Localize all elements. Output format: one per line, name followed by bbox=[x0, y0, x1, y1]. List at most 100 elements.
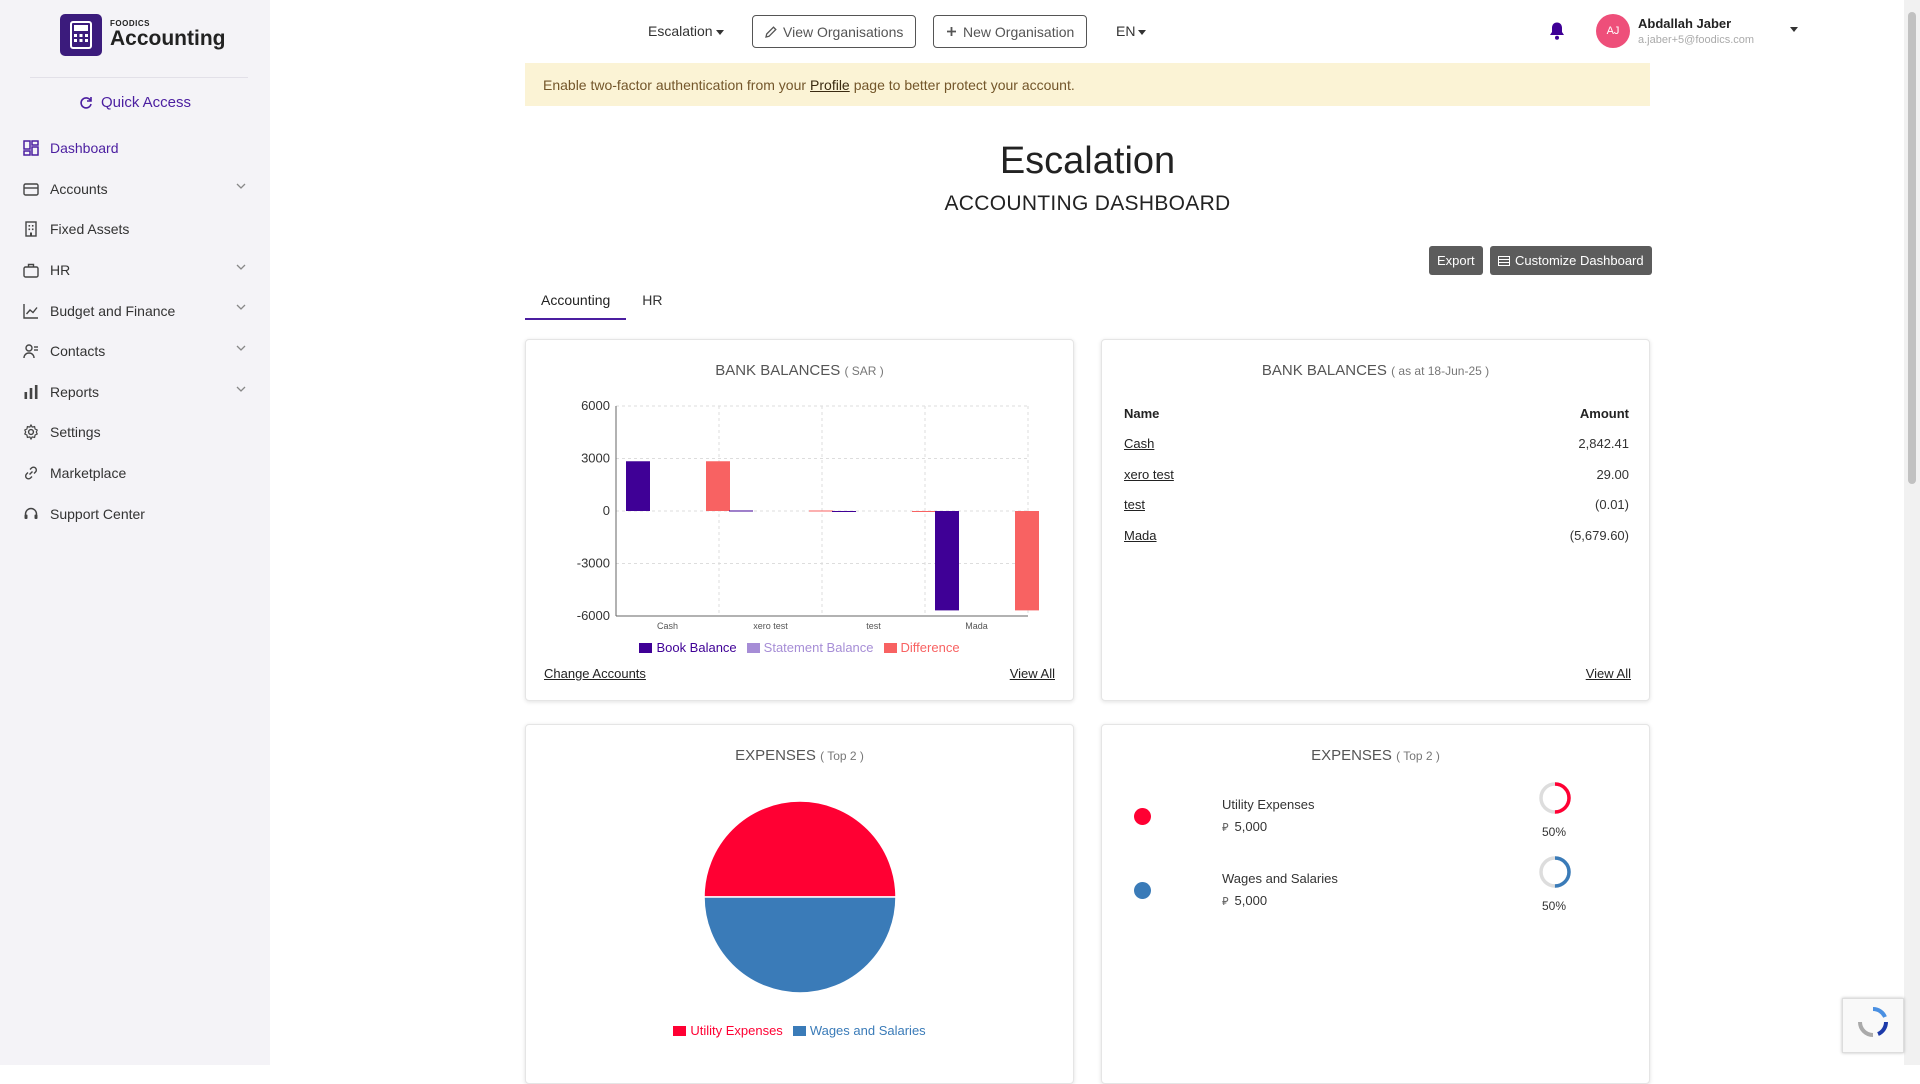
bell-icon[interactable] bbox=[1548, 21, 1566, 46]
briefcase-icon bbox=[22, 261, 40, 279]
sidebar-item-settings[interactable]: Settings bbox=[0, 412, 270, 453]
sidebar-item-accounts[interactable]: Accounts bbox=[0, 169, 270, 210]
sidebar-item-marketplace[interactable]: Marketplace bbox=[0, 453, 270, 494]
expense-name: Utility Expenses bbox=[1222, 797, 1315, 812]
organisation-dropdown-label: Escalation bbox=[648, 23, 713, 39]
expense-amount-value: 5,000 bbox=[1234, 893, 1268, 908]
bar-book-balance bbox=[626, 461, 650, 511]
legend-item-difference[interactable]: Difference bbox=[883, 640, 960, 655]
expense-color-dot bbox=[1134, 882, 1151, 899]
legend-item-wages-and-salaries[interactable]: Wages and Salaries bbox=[792, 1023, 926, 1038]
card-subtitle: ( SAR ) bbox=[844, 364, 884, 378]
profile-link[interactable]: Profile bbox=[810, 76, 850, 93]
line-chart-icon bbox=[22, 302, 40, 320]
page-title: Escalation bbox=[999, 140, 1176, 182]
x-tick-label: test bbox=[866, 621, 881, 631]
quick-access-label: Quick Access bbox=[100, 94, 192, 111]
card-title: BANK BALANCES ( SAR ) bbox=[526, 362, 1073, 379]
expense-progress-ring bbox=[1539, 782, 1571, 814]
bar-book-balance bbox=[832, 511, 856, 512]
sidebar-item-hr[interactable]: HR bbox=[0, 250, 270, 291]
avatar[interactable]: AJ bbox=[1596, 14, 1630, 48]
page-scrollbar[interactable] bbox=[1904, 0, 1920, 1065]
bar-difference bbox=[1015, 511, 1039, 611]
account-link[interactable]: Mada bbox=[1124, 527, 1157, 543]
table-icon bbox=[1498, 255, 1510, 266]
table-row: Mada (5,679.60) bbox=[1124, 520, 1629, 551]
sidebar-item-budget-finance[interactable]: Budget and Finance bbox=[0, 290, 270, 331]
y-tick-label: 3000 bbox=[581, 451, 610, 466]
pie-slice-wages-and-salaries[interactable] bbox=[703, 896, 897, 994]
legend-swatch bbox=[673, 1025, 687, 1036]
expense-percent: 50% bbox=[1541, 825, 1567, 839]
customize-dashboard-label: Customize Dashboard bbox=[1515, 253, 1644, 268]
bar-difference bbox=[809, 510, 833, 512]
account-link[interactable]: Cash bbox=[1124, 436, 1155, 452]
chevron-down-icon bbox=[236, 386, 246, 392]
change-accounts-link[interactable]: Change Accounts bbox=[544, 666, 646, 681]
expenses-pie-card: EXPENSES ( Top 2 ) Utility Expenses Wage… bbox=[525, 724, 1074, 1084]
user-name[interactable]: Abdallah Jaber bbox=[1638, 16, 1732, 31]
view-organisations-button[interactable]: View Organisations bbox=[752, 15, 917, 48]
sidebar-item-dashboard[interactable]: Dashboard bbox=[0, 128, 270, 169]
user-menu-caret-icon[interactable] bbox=[1790, 27, 1798, 32]
riyal-icon: ⃁ bbox=[1222, 822, 1229, 834]
export-button[interactable]: Export bbox=[1429, 246, 1483, 275]
expense-color-dot bbox=[1134, 808, 1151, 825]
legend-item-book-balance[interactable]: Book Balance bbox=[639, 640, 737, 655]
view-all-link[interactable]: View All bbox=[1585, 666, 1631, 681]
legend-label: Statement Balance bbox=[763, 640, 874, 655]
quick-access-link[interactable]: Quick Access bbox=[0, 94, 270, 111]
sidebar-item-contacts[interactable]: Contacts bbox=[0, 331, 270, 372]
card-title-text: EXPENSES bbox=[735, 747, 816, 764]
language-dropdown[interactable]: EN bbox=[1116, 23, 1147, 39]
x-tick-label: xero test bbox=[753, 621, 788, 631]
chevron-down-icon bbox=[236, 183, 246, 189]
account-amount: (0.01) bbox=[1595, 497, 1629, 513]
bank-balances-table-card: BANK BALANCES ( as at 18-Jun-25 ) Name A… bbox=[1101, 339, 1650, 701]
legend-item-statement-balance[interactable]: Statement Balance bbox=[746, 640, 874, 655]
y-tick-label: -3000 bbox=[577, 556, 610, 571]
legend-item-utility-expenses[interactable]: Utility Expenses bbox=[673, 1023, 783, 1038]
organisation-dropdown[interactable]: Escalation bbox=[648, 23, 724, 39]
app-logo[interactable]: FOODICS Accounting bbox=[60, 14, 226, 56]
account-link[interactable]: test bbox=[1124, 497, 1145, 513]
list-item: Wages and Salaries ⃁ 5,000 50% bbox=[1102, 855, 1650, 915]
table-row: test (0.01) bbox=[1124, 490, 1629, 521]
calculator-icon bbox=[60, 14, 102, 56]
card-title: EXPENSES ( Top 2 ) bbox=[1102, 747, 1649, 764]
expense-name: Wages and Salaries bbox=[1222, 871, 1338, 886]
plus-icon bbox=[947, 27, 956, 36]
contacts-icon bbox=[22, 342, 40, 360]
tab-accounting[interactable]: Accounting bbox=[525, 288, 627, 320]
sidebar-item-reports[interactable]: Reports bbox=[0, 372, 270, 413]
x-tick-label: Cash bbox=[657, 621, 678, 631]
view-all-link[interactable]: View All bbox=[1009, 666, 1055, 681]
bank-balances-chart-card: BANK BALANCES ( SAR ) 6000 3000 0 -3000 -600… bbox=[525, 339, 1074, 701]
pencil-icon bbox=[765, 25, 777, 38]
legend-swatch bbox=[792, 1025, 806, 1036]
column-header-name: Name bbox=[1124, 405, 1160, 421]
legend-swatch bbox=[883, 642, 897, 653]
table-row: xero test 29.00 bbox=[1124, 459, 1629, 490]
new-organisation-label: New Organisation bbox=[963, 23, 1075, 40]
legend-label: Utility Expenses bbox=[690, 1023, 783, 1038]
sidebar-item-fixed-assets[interactable]: Fixed Assets bbox=[0, 209, 270, 250]
expense-percent: 50% bbox=[1541, 899, 1567, 913]
account-amount: 2,842.41 bbox=[1578, 436, 1629, 452]
sidebar-item-label: Fixed Assets bbox=[50, 221, 130, 238]
chevron-down-icon bbox=[236, 304, 246, 311]
sidebar-item-support-center[interactable]: Support Center bbox=[0, 493, 270, 534]
tab-hr[interactable]: HR bbox=[642, 292, 663, 308]
pie-slice-utility-expenses[interactable] bbox=[703, 800, 897, 898]
two-factor-alert: Enable two-factor authentication from yo… bbox=[525, 63, 1650, 106]
recaptcha-badge[interactable] bbox=[1842, 998, 1904, 1053]
account-link[interactable]: xero test bbox=[1124, 466, 1174, 482]
new-organisation-button[interactable]: New Organisation bbox=[933, 15, 1088, 48]
customize-dashboard-button[interactable]: Customize Dashboard bbox=[1490, 246, 1652, 275]
sidebar-item-label: Marketplace bbox=[50, 465, 127, 482]
list-item: Utility Expenses ⃁ 5,000 50% bbox=[1102, 781, 1650, 841]
bank-chart-legend: Book Balance Statement Balance Differenc… bbox=[526, 640, 1073, 655]
scrollbar-thumb[interactable] bbox=[1908, 12, 1916, 484]
refresh-icon bbox=[80, 96, 92, 109]
